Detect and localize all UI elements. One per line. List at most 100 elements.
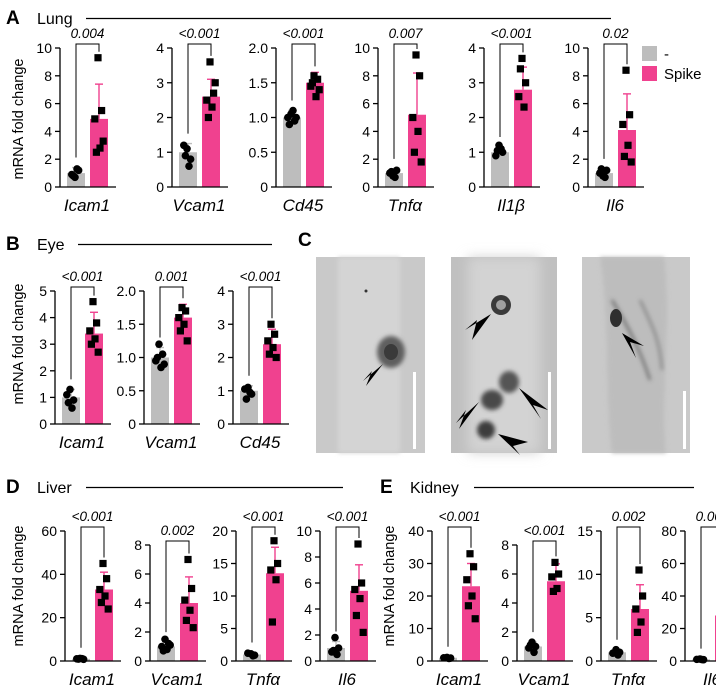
y-tick-label: 6: [44, 96, 52, 112]
y-tick-label: 2: [44, 151, 52, 167]
p-value: <0.001: [327, 509, 369, 524]
scale-bar: [683, 391, 686, 449]
y-tick-label: 5: [39, 283, 47, 299]
micrograph-2-cell-2: [499, 371, 519, 393]
gene-label: Il6: [703, 670, 716, 689]
significance-bracket: [335, 526, 360, 632]
y-tick-label: 0: [220, 653, 228, 669]
data-point-spike: [522, 79, 530, 87]
chart-e-icam1: 0 10 20 30 40 <0.001 Icam1: [408, 509, 488, 689]
data-point-spike: [417, 158, 425, 166]
y-tick-label: 80: [661, 523, 677, 539]
chart-a-vcam1: 0 1 2 3 4 <0.001 Vcam1: [156, 26, 228, 215]
data-point-spike: [351, 585, 359, 594]
y-tick-label: 1.5: [249, 75, 269, 91]
significance-bracket: [80, 526, 105, 648]
data-point-control: [74, 655, 83, 663]
bar-spike: [306, 82, 324, 187]
significance-bracket: [700, 526, 716, 649]
gene-label: Icam1: [69, 670, 115, 689]
gene-label: Tnfα: [611, 670, 647, 689]
panel-letter-a: A: [6, 8, 20, 29]
p-value: <0.001: [72, 509, 114, 524]
data-point-spike: [94, 54, 102, 62]
data-point-spike: [548, 573, 556, 581]
significance-bracket: [75, 43, 100, 158]
data-point-control: [698, 655, 706, 664]
charts-layer: 02468100.004Icam101234<0.001Vcam100.51.0…: [36, 26, 716, 689]
data-point-control: [180, 141, 188, 150]
y-tick-label: 8: [572, 68, 580, 84]
y-tick-label: 2.0: [249, 40, 269, 56]
data-point-control: [614, 651, 622, 659]
y-tick-label: 30: [408, 556, 424, 572]
data-point-spike: [186, 606, 194, 614]
data-point-spike: [308, 79, 316, 87]
data-point-spike: [182, 616, 190, 624]
data-point-spike: [264, 337, 272, 345]
significance-bracket: [248, 286, 273, 376]
data-point-control: [387, 167, 396, 176]
chart-e-tnf-: 0 5 10 15 0.002 Tnfα: [577, 509, 657, 689]
y-tick-label: 4: [39, 310, 47, 326]
y-tick-label: 0: [128, 416, 136, 432]
data-point-spike: [93, 319, 101, 327]
significance-bracket: [532, 540, 557, 633]
data-point-spike: [189, 624, 197, 632]
gene-label: Tnfα: [246, 670, 282, 689]
p-value: 0.001: [155, 269, 189, 284]
y-tick-label: 0: [134, 653, 142, 669]
data-point-control: [73, 165, 81, 173]
data-point-spike: [409, 113, 417, 122]
data-point-spike: [271, 330, 279, 338]
data-point-spike: [468, 592, 476, 600]
data-point-control: [185, 162, 193, 170]
data-point-spike: [555, 570, 563, 578]
bar-spike: [266, 573, 284, 661]
legend-label-spike: Spike: [664, 66, 702, 83]
y-tick-label: 4: [304, 601, 312, 617]
y-tick-label: 0: [260, 179, 268, 195]
p-value: <0.001: [439, 509, 481, 524]
gene-label: Icam1: [64, 196, 110, 215]
y-tick-label: 0: [572, 179, 580, 195]
y-tick-label: 0: [585, 653, 593, 669]
y-tick-label: 20: [408, 588, 424, 604]
data-point-spike: [354, 540, 362, 548]
data-point-spike: [549, 587, 557, 595]
data-point-control: [159, 647, 168, 655]
data-point-spike: [516, 65, 524, 73]
bar-spike: [547, 581, 565, 661]
y-axis-title-lung: mRNA fold change: [11, 59, 27, 180]
y-tick-label: 4: [362, 123, 370, 139]
y-axis-title-eye: mRNA fold change: [11, 284, 27, 405]
p-value: 0.02: [602, 26, 629, 41]
arrowhead-icon: [622, 333, 644, 358]
significance-bracket: [499, 43, 524, 138]
data-point-spike: [414, 127, 422, 135]
data-point-control: [445, 654, 453, 663]
significance-bracket: [447, 526, 472, 647]
y-axis-title-kidney: mRNA fold change: [382, 526, 398, 647]
micrograph-2-cell-3: [481, 390, 503, 410]
data-point-spike: [410, 148, 418, 156]
data-point-spike: [265, 350, 273, 358]
data-point-spike: [175, 314, 183, 322]
y-tick-label: 5: [585, 610, 593, 626]
data-point-spike: [312, 93, 320, 101]
data-point-spike: [272, 576, 280, 584]
data-point-spike: [204, 113, 212, 122]
y-tick-label: 5: [220, 621, 228, 637]
scale-bar: [413, 372, 416, 449]
data-point-spike: [99, 137, 107, 145]
y-tick-label: 1: [217, 383, 225, 399]
data-point-spike: [619, 120, 627, 129]
y-tick-label: 0: [44, 179, 52, 195]
y-tick-label: 2: [156, 110, 164, 126]
section-title-kidney: Kidney: [410, 480, 459, 497]
y-tick-label: 60: [41, 523, 57, 539]
y-tick-label: 3: [468, 75, 476, 91]
data-point-spike: [352, 611, 360, 620]
y-tick-label: 8: [44, 68, 52, 84]
data-point-spike: [104, 605, 112, 613]
